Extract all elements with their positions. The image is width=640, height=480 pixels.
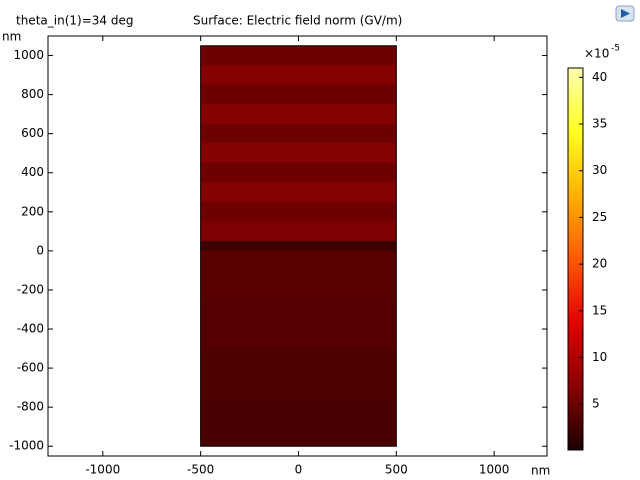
colorbar	[567, 67, 584, 451]
geometry-outline	[200, 45, 397, 447]
app-logo	[615, 5, 635, 22]
surface-region	[200, 104, 397, 125]
y-tick-label: -600	[17, 361, 44, 375]
surface-region	[200, 250, 397, 300]
colorbar-base: ×10	[584, 47, 609, 61]
surface-region	[200, 162, 397, 183]
colorbar-tick-label: 5	[592, 397, 600, 411]
surface-region	[200, 45, 397, 66]
surface-region	[200, 182, 397, 203]
colorbar-tick-label: 40	[592, 70, 607, 84]
surface-region	[200, 299, 397, 349]
y-tick-label: 0	[36, 243, 44, 257]
x-tick-label: -500	[187, 463, 214, 477]
x-tick-label: -1000	[85, 463, 120, 477]
colorbar-tick-label: 30	[592, 163, 607, 177]
y-tick-label: 800	[21, 87, 44, 101]
colorbar-tick-label: 25	[592, 210, 607, 224]
x-tick-label: 0	[295, 463, 303, 477]
y-tick-label: -200	[17, 282, 44, 296]
surface-region	[200, 65, 397, 86]
chart-title: Surface: Electric field norm (GV/m)	[193, 14, 402, 28]
surface-region	[200, 201, 397, 222]
chart-subtitle: theta_in(1)=34 deg	[16, 14, 133, 28]
surface-region	[200, 143, 397, 164]
colorbar-exponent: -5	[611, 44, 620, 54]
colorbar-tick-label: 35	[592, 117, 607, 131]
y-tick-label: -800	[17, 400, 44, 414]
y-tick-label: -1000	[9, 439, 44, 453]
surface-region	[200, 240, 397, 252]
y-tick-label: 1000	[13, 48, 44, 62]
x-tick-label: 500	[385, 463, 408, 477]
colorbar-tick-label: 20	[592, 257, 607, 271]
y-tick-label: 400	[21, 165, 44, 179]
colorbar-tick-label: 10	[592, 350, 607, 364]
y-tick-label: -400	[17, 322, 44, 336]
surface-region	[200, 84, 397, 105]
x-tick-label: 1000	[479, 463, 510, 477]
colorbar-tick-label: 15	[592, 303, 607, 317]
surface-region	[200, 221, 397, 242]
y-tick-label: 600	[21, 126, 44, 140]
y-tick-label: 200	[21, 204, 44, 218]
y-unit-label: nm	[2, 30, 21, 44]
x-unit-label: nm	[531, 464, 550, 478]
surface-region	[200, 348, 397, 398]
surface-region	[200, 123, 397, 144]
plot-frame	[47, 35, 548, 457]
surface-region	[200, 397, 397, 447]
